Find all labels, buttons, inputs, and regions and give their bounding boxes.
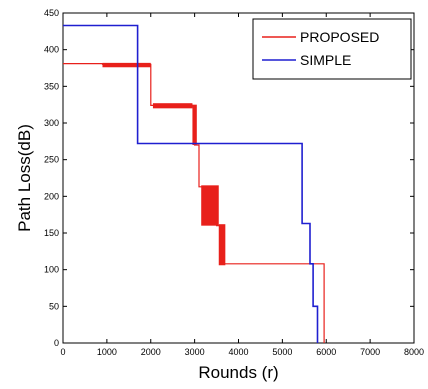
y-axis-label: Path Loss(dB): [15, 124, 34, 232]
x-axis-ticks: 0 1000 2000 3000 4000 5000 6000 7000 8000: [60, 13, 424, 357]
x-tick-label: 1000: [97, 347, 117, 357]
x-tick-label: 6000: [316, 347, 336, 357]
x-tick-label: 5000: [272, 347, 292, 357]
series-line-simple: [63, 24, 319, 343]
x-tick-label: 3000: [185, 347, 205, 357]
series-line-proposed: [63, 62, 325, 343]
y-tick-label: 100: [44, 265, 59, 275]
series-proposed-band-3: [201, 185, 219, 226]
y-tick-label: 150: [44, 228, 59, 238]
y-axis-ticks: 0 50 100 150 200 250 300 350 400 450: [44, 8, 414, 348]
y-tick-label: 300: [44, 118, 59, 128]
y-tick-label: 400: [44, 45, 59, 55]
x-tick-label: 0: [60, 347, 65, 357]
series-proposed-band-4: [218, 224, 226, 266]
legend-box: [252, 18, 412, 80]
legend-label-simple: SIMPLE: [300, 52, 351, 68]
series-proposed-band-0: [102, 62, 151, 68]
x-tick-label: 4000: [228, 347, 248, 357]
x-axis-label: Rounds (r): [198, 363, 278, 382]
y-tick-label: 50: [49, 301, 59, 311]
legend: PROPOSED SIMPLE: [252, 18, 412, 80]
x-tick-label: 2000: [141, 347, 161, 357]
y-tick-label: 200: [44, 191, 59, 201]
y-tick-label: 0: [54, 338, 59, 348]
legend-label-proposed: PROPOSED: [300, 29, 379, 45]
x-tick-label: 8000: [404, 347, 424, 357]
y-tick-label: 450: [44, 8, 59, 18]
x-tick-label: 7000: [360, 347, 380, 357]
y-tick-label: 250: [44, 155, 59, 165]
y-tick-label: 350: [44, 81, 59, 91]
